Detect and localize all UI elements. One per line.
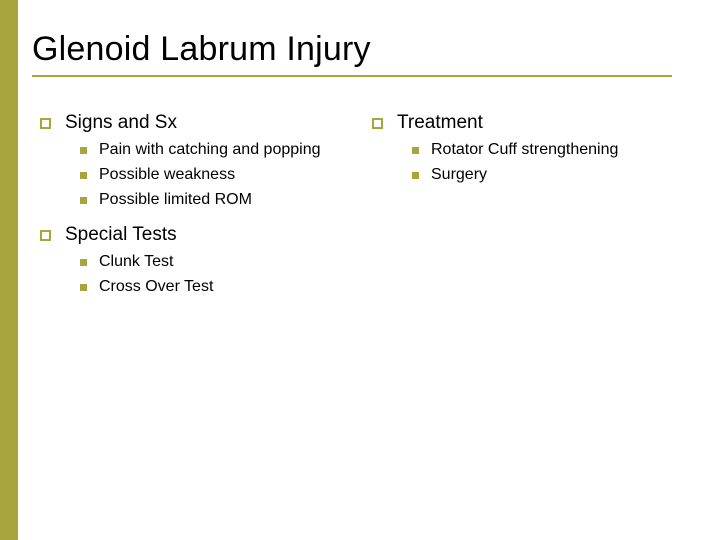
right-column: Treatment Rotator Cuff strengthening Sur… <box>372 112 680 312</box>
list-item: Possible limited ROM <box>80 190 348 211</box>
square-bullet-icon <box>80 147 87 154</box>
section-heading-row: Signs and Sx <box>40 112 348 134</box>
square-outline-bullet-icon <box>40 230 51 241</box>
left-accent-sidebar <box>0 0 18 540</box>
square-bullet-icon <box>412 147 419 154</box>
section-special-tests: Special Tests Clunk Test Cross Over Test <box>40 224 348 298</box>
section-heading: Treatment <box>397 112 483 134</box>
slide: Glenoid Labrum Injury Signs and Sx Pain … <box>0 0 720 540</box>
square-outline-bullet-icon <box>40 118 51 129</box>
list-item: Possible weakness <box>80 165 348 186</box>
title-block: Glenoid Labrum Injury <box>32 30 692 77</box>
square-outline-bullet-icon <box>372 118 383 129</box>
square-bullet-icon <box>80 284 87 291</box>
slide-title: Glenoid Labrum Injury <box>32 30 692 69</box>
list-item: Pain with catching and popping <box>80 140 348 161</box>
square-bullet-icon <box>80 197 87 204</box>
section-heading-row: Special Tests <box>40 224 348 246</box>
section-items: Rotator Cuff strengthening Surgery <box>412 140 680 186</box>
list-item-text: Possible weakness <box>99 165 235 186</box>
content-columns: Signs and Sx Pain with catching and popp… <box>40 112 680 312</box>
title-underline <box>32 75 672 77</box>
square-bullet-icon <box>80 259 87 266</box>
list-item: Surgery <box>412 165 680 186</box>
list-item-text: Possible limited ROM <box>99 190 252 211</box>
list-item-text: Pain with catching and popping <box>99 140 321 161</box>
section-heading: Special Tests <box>65 224 177 246</box>
section-items: Pain with catching and popping Possible … <box>80 140 348 210</box>
section-heading: Signs and Sx <box>65 112 177 134</box>
list-item-text: Cross Over Test <box>99 277 213 298</box>
section-signs: Signs and Sx Pain with catching and popp… <box>40 112 348 210</box>
list-item-text: Surgery <box>431 165 487 186</box>
square-bullet-icon <box>80 172 87 179</box>
section-heading-row: Treatment <box>372 112 680 134</box>
list-item-text: Clunk Test <box>99 252 173 273</box>
section-treatment: Treatment Rotator Cuff strengthening Sur… <box>372 112 680 186</box>
list-item-text: Rotator Cuff strengthening <box>431 140 618 161</box>
left-column: Signs and Sx Pain with catching and popp… <box>40 112 348 312</box>
list-item: Cross Over Test <box>80 277 348 298</box>
square-bullet-icon <box>412 172 419 179</box>
section-items: Clunk Test Cross Over Test <box>80 252 348 298</box>
list-item: Rotator Cuff strengthening <box>412 140 680 161</box>
list-item: Clunk Test <box>80 252 348 273</box>
